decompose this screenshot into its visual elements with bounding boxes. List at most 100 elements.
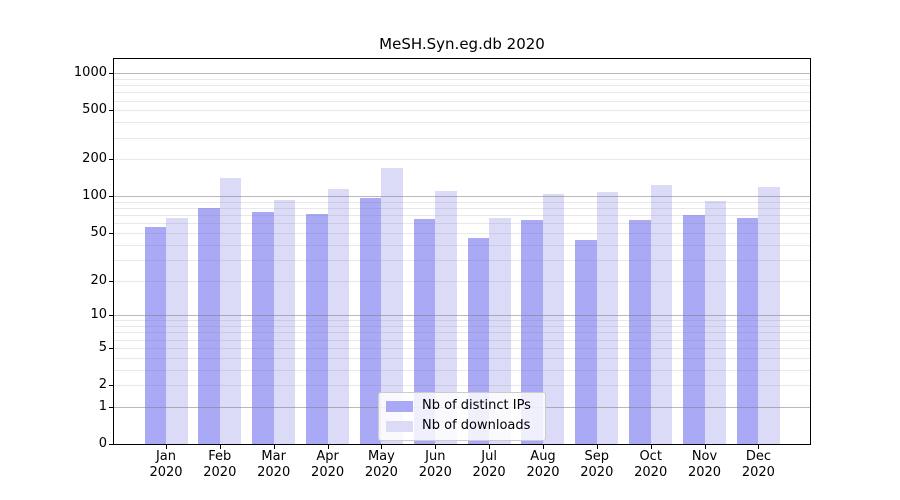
chart-title: MeSH.Syn.eg.db 2020 [379, 35, 545, 53]
x-label-year: 2020 [687, 465, 722, 480]
x-tick-label-apr: Apr 2020 [300, 449, 356, 481]
bar-downloads-nov [704, 200, 726, 444]
y-tick-label: 10 [90, 307, 107, 323]
gridline [114, 244, 810, 246]
gridline [114, 326, 810, 327]
gridline [114, 159, 810, 161]
legend-label-downloads: Nb of downloads [422, 418, 531, 433]
gridline [114, 315, 810, 317]
gridline [114, 339, 810, 341]
x-tick-label-jun: Jun 2020 [407, 449, 463, 481]
x-tick [596, 445, 598, 449]
legend-label-distinct-ips: Nb of distinct IPs [422, 398, 531, 413]
bar-downloads-may [381, 167, 403, 444]
gridline [114, 357, 810, 359]
bar-distinct-ips-may [359, 197, 382, 444]
x-label-year: 2020 [418, 465, 452, 480]
gridline [114, 320, 810, 322]
x-tick-label-nov: Nov 2020 [677, 449, 733, 481]
x-tick-label-feb: Feb 2020 [192, 449, 248, 481]
y-tick-label: 5 [98, 339, 107, 355]
y-tick [109, 315, 113, 317]
y-tick-label: 20 [90, 272, 107, 288]
bar-distinct-ips-mar [252, 211, 274, 444]
y-tick [109, 444, 113, 445]
x-label-month: May [367, 449, 395, 464]
gridline [114, 92, 810, 94]
x-label-year: 2020 [634, 465, 668, 480]
gridline [114, 100, 810, 102]
gridline [114, 280, 810, 282]
x-tick-label-mar: Mar 2020 [246, 449, 302, 481]
gridline [114, 369, 810, 371]
bar-downloads-sep [596, 191, 619, 444]
x-tick-label-jan: Jan 2020 [138, 449, 194, 481]
gridline [114, 347, 810, 349]
x-label-year: 2020 [526, 465, 560, 480]
bar-distinct-ips-sep [575, 239, 597, 444]
legend-swatch-distinct-ips [386, 400, 413, 412]
x-label-month: Oct [639, 449, 662, 464]
x-label-month: Jan [155, 449, 177, 464]
x-label-month: Jul [481, 449, 497, 464]
x-label-month: Mar [261, 449, 286, 464]
bar-distinct-ips-apr [306, 213, 328, 444]
bar-downloads-jun [435, 190, 457, 444]
y-tick-label: 200 [82, 151, 107, 167]
x-tick [489, 445, 491, 449]
x-tick [650, 445, 652, 449]
gridline [114, 201, 810, 203]
y-tick [109, 159, 113, 161]
x-tick [704, 445, 706, 449]
gridline [114, 208, 810, 210]
x-label-month: Apr [316, 449, 339, 464]
y-tick [109, 232, 113, 234]
x-tick-label-may: May 2020 [353, 449, 409, 481]
y-tick-label: 1 [98, 398, 107, 414]
bar-downloads-oct [650, 185, 673, 444]
gridline [114, 73, 810, 75]
y-tick [109, 385, 113, 386]
bar-distinct-ips-jan [144, 226, 166, 444]
gridline [114, 259, 810, 261]
x-tick-label-aug: Aug 2020 [515, 449, 571, 481]
x-label-month: Feb [208, 449, 232, 464]
bar-distinct-ips-jun [413, 219, 436, 444]
x-tick [166, 445, 167, 449]
y-tick-label: 500 [82, 102, 107, 118]
x-tick-label-sep: Sep 2020 [569, 449, 625, 481]
y-tick-label: 100 [82, 188, 107, 204]
gridline [114, 215, 810, 217]
bar-downloads-jul [489, 217, 511, 444]
x-tick [219, 445, 221, 449]
y-tick-label: 50 [90, 224, 107, 240]
bar-distinct-ips-nov [683, 215, 705, 444]
legend-item-distinct-ips: Nb of distinct IPs [386, 398, 536, 414]
plot-area [113, 58, 811, 445]
x-label-year: 2020 [311, 465, 345, 480]
x-tick-label-oct: Oct 2020 [623, 449, 679, 481]
x-label-year: 2020 [203, 465, 237, 480]
x-tick [273, 445, 275, 449]
x-label-month: Sep [584, 449, 610, 464]
gridline [114, 137, 810, 139]
bar-downloads-jan [166, 217, 188, 444]
x-tick [543, 445, 544, 449]
bar-distinct-ips-aug [521, 219, 543, 444]
bar-distinct-ips-dec [736, 217, 759, 444]
x-label-month: Nov [691, 449, 718, 464]
gridline [114, 196, 810, 198]
gridline [114, 110, 810, 112]
gridline [114, 78, 810, 80]
legend-item-downloads: Nb of downloads [386, 418, 536, 434]
x-label-year: 2020 [472, 465, 506, 480]
bar-distinct-ips-feb [198, 208, 220, 444]
x-tick [435, 445, 437, 449]
x-tick [381, 445, 383, 449]
gridline [114, 223, 810, 225]
x-label-year: 2020 [364, 465, 398, 480]
y-tick-label: 2 [98, 377, 107, 392]
x-label-year: 2020 [149, 465, 183, 480]
y-tick [109, 347, 113, 349]
